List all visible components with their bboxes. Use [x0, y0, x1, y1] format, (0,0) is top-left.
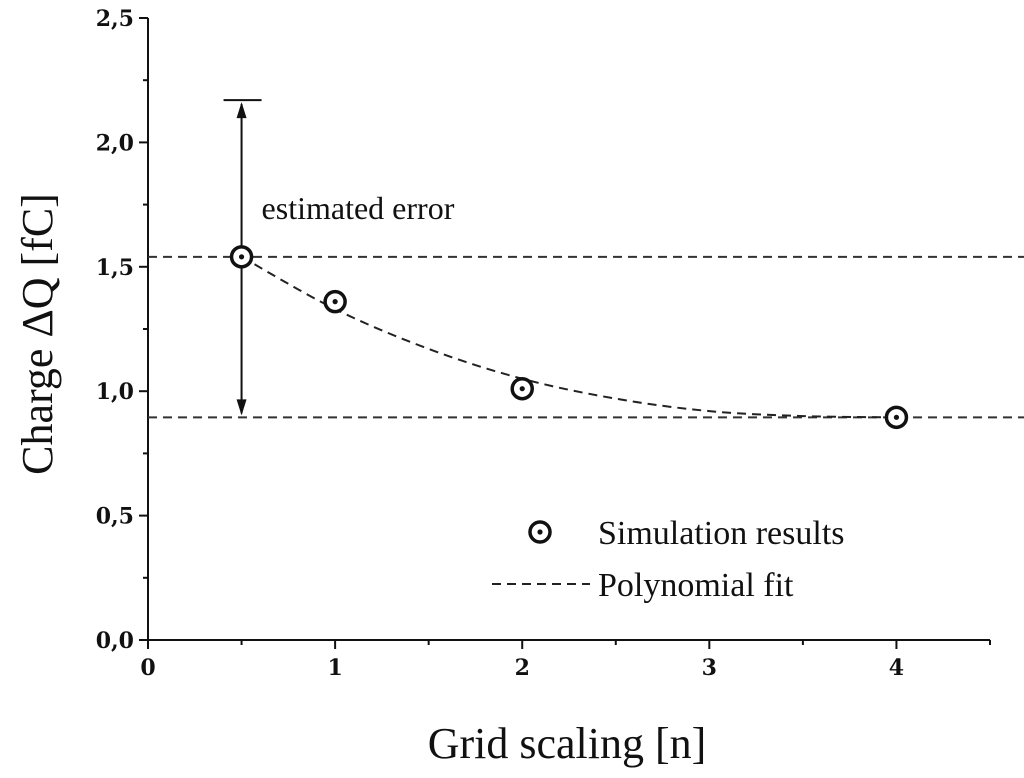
axes: 0,0 0,5 1,0 1,5 2,0 2,5 0 1 2 3 4: [96, 6, 991, 681]
y-tick-label: 1,5: [96, 255, 134, 281]
data-point-center: [238, 254, 245, 260]
y-tick-label: 0,0: [96, 628, 134, 654]
error-arrowhead-bottom: [236, 399, 247, 416]
data-point-center: [519, 386, 525, 392]
legend: Simulation results Polynomial fit: [492, 515, 845, 604]
x-tick-label: 2: [515, 655, 530, 681]
error-arrowhead-top: [236, 102, 247, 119]
axis-titles: Grid scaling [n] Charge ΔQ [fC]: [13, 193, 706, 768]
legend-label-fit: Polynomial fit: [598, 567, 794, 604]
y-tick-label: 2,0: [96, 130, 134, 156]
x-tick-label: 4: [889, 655, 904, 681]
x-tick-label: 1: [327, 655, 342, 681]
y-axis-title: Charge ΔQ [fC]: [13, 193, 62, 475]
x-tick-label: 0: [140, 655, 155, 681]
legend-marker-simulation-center: [537, 529, 543, 535]
legend-label-simulation: Simulation results: [598, 515, 845, 552]
y-tick-label: 1,0: [96, 379, 134, 405]
x-axis-title: Grid scaling [n]: [428, 719, 707, 768]
error-annotation: estimated error: [223, 99, 455, 416]
y-tick-label: 0,5: [96, 504, 134, 530]
y-tick-label: 2,5: [96, 6, 134, 32]
fit-line: [241, 255, 897, 419]
fit-line-group: [241, 255, 897, 419]
error-annotation-label: estimated error: [262, 190, 455, 226]
x-tick-label: 3: [702, 655, 717, 681]
data-points: [229, 245, 909, 430]
reference-lines: [148, 255, 1024, 419]
data-point-center: [893, 414, 900, 420]
data-point-center: [332, 299, 338, 305]
